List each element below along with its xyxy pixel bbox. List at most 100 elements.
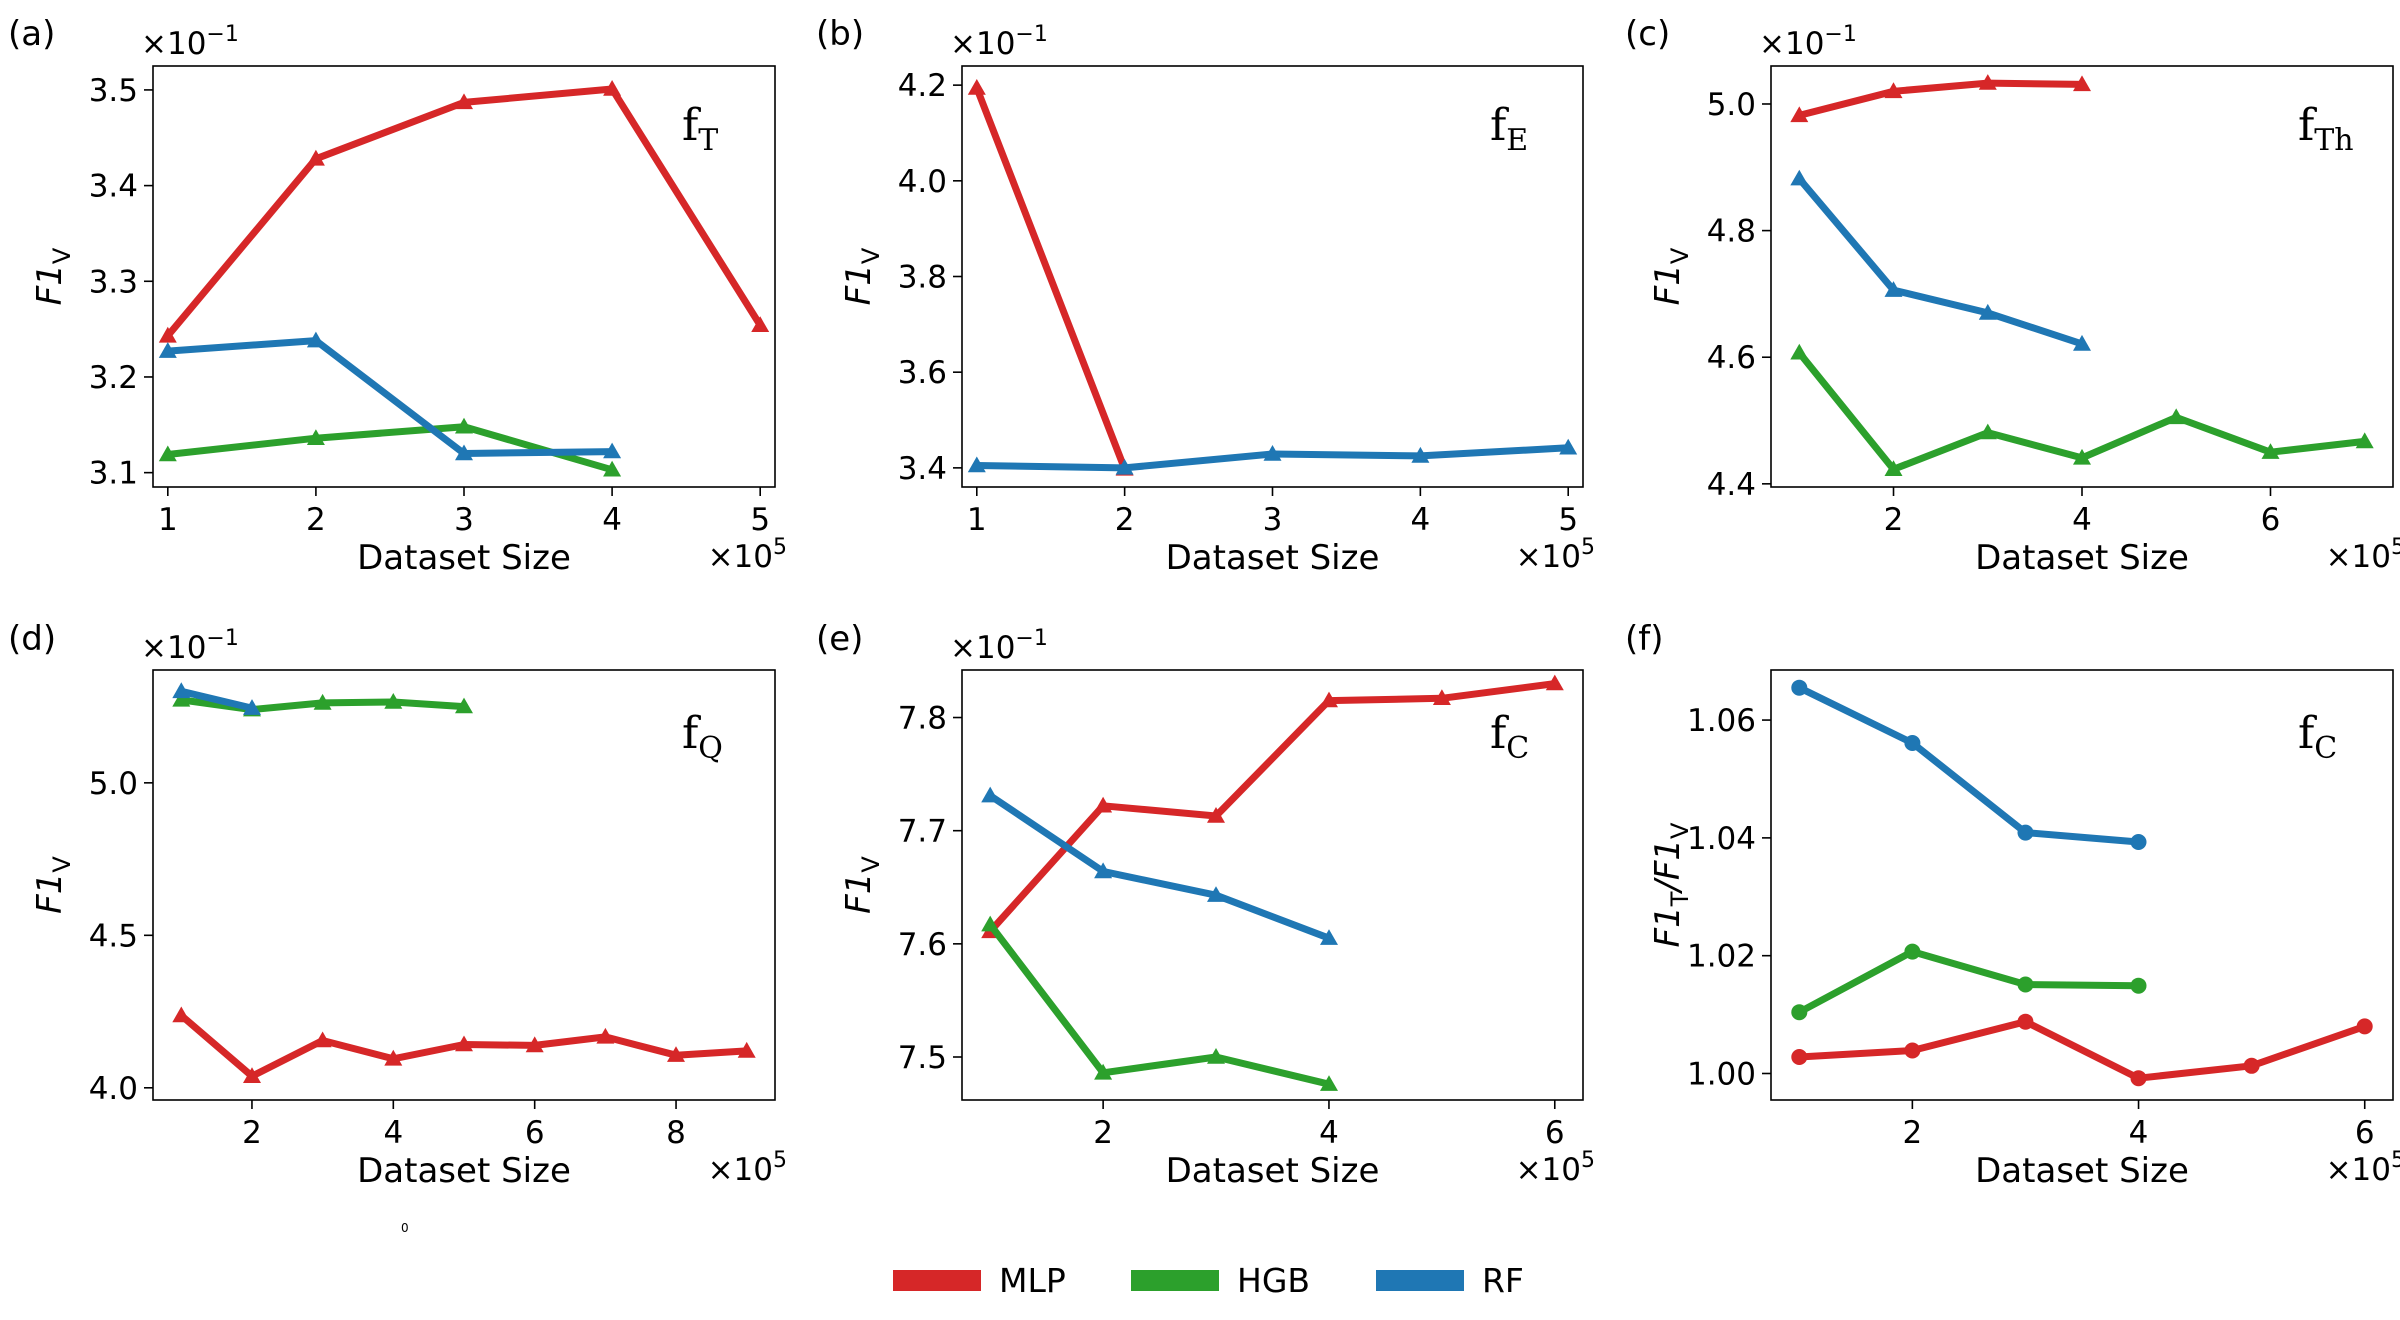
legend-label: RF xyxy=(1482,1261,1524,1300)
x-tick-label: 6 xyxy=(2261,502,2281,538)
legend-swatch xyxy=(1376,1270,1464,1291)
y-tick-label: 1.06 xyxy=(1687,703,1756,739)
data-point-hgb xyxy=(455,417,473,434)
function-annotation: fT xyxy=(682,100,718,158)
legend-item-rf: RF xyxy=(1376,1261,1524,1300)
data-point-mlp xyxy=(603,80,622,96)
data-point-mlp xyxy=(1545,674,1564,691)
data-point-rf xyxy=(1094,862,1113,879)
data-point-hgb xyxy=(2130,977,2147,994)
data-point-rf xyxy=(1207,886,1225,902)
data-point-hgb xyxy=(2355,432,2374,449)
x-multiplier: ×105 xyxy=(1516,1148,1595,1188)
series-line-rf xyxy=(1795,684,2142,846)
data-point-mlp xyxy=(2073,75,2091,92)
data-point-mlp xyxy=(751,316,770,332)
function-annotation: fTh xyxy=(2298,100,2354,158)
data-point-mlp xyxy=(525,1036,544,1053)
x-tick-label: 3 xyxy=(1263,502,1283,538)
x-tick-label: 2 xyxy=(1902,1115,1922,1151)
panel-label: (c) xyxy=(1625,14,1670,54)
legend-item-mlp: MLP xyxy=(893,1261,1066,1300)
data-point-rf xyxy=(981,786,1000,803)
data-point-rf xyxy=(1884,281,1903,297)
y-tick-label: 1.00 xyxy=(1687,1056,1756,1092)
x-tick-label: 2 xyxy=(1115,502,1135,538)
series-line-hgb xyxy=(164,423,616,474)
series-line-rf xyxy=(177,687,256,712)
x-axis-label: Dataset Size xyxy=(1975,538,2189,578)
x-tick-label: 2 xyxy=(1884,502,1904,538)
data-point-mlp xyxy=(1884,82,1903,99)
data-point-mlp xyxy=(2130,1070,2147,1087)
y-tick-label: 7.6 xyxy=(898,927,947,963)
panel-f: (f) 2 4 6 1.00 1.02 1.04 1.06 Dataset Size ×105 F1… xyxy=(1625,619,2400,1191)
y-tick-label: 7.8 xyxy=(898,701,947,737)
data-point-hgb xyxy=(1978,423,1997,440)
y-axis-label: F1V xyxy=(30,247,76,305)
x-tick-label: 6 xyxy=(2355,1115,2375,1151)
x-multiplier: ×105 xyxy=(1516,535,1595,575)
data-point-mlp xyxy=(1432,689,1451,705)
panel-label: (b) xyxy=(816,14,864,54)
y-multiplier: ×10−1 xyxy=(141,22,239,62)
panel-label: (d) xyxy=(8,619,56,659)
x-multiplier: ×105 xyxy=(2326,1148,2400,1188)
data-point-hgb xyxy=(384,693,403,709)
y-tick-label: 4.0 xyxy=(89,1071,138,1107)
y-tick-label: 7.7 xyxy=(898,814,947,850)
x-axis-label: Dataset Size xyxy=(357,1151,571,1191)
y-axis-label: F1V xyxy=(839,856,885,914)
data-point-hgb xyxy=(603,460,622,477)
axes-frame xyxy=(152,669,776,1101)
panel-a: (a) 1 2 3 4 5 3.1 3.2 3.3 3.4 3.5 Dataset Size ×105 ×… xyxy=(8,14,787,578)
data-point-mlp xyxy=(2356,1018,2373,1035)
data-point-rf xyxy=(306,331,325,348)
series-line-rf xyxy=(986,792,1333,942)
data-point-mlp xyxy=(1904,1042,1921,1059)
x-tick-label: 4 xyxy=(383,1115,403,1151)
panel-c: (c) 2 4 6 4.4 4.6 4.8 5.0 Dataset Size ×105 ×10−1 F… xyxy=(1625,14,2400,578)
x-tick-label: 4 xyxy=(2129,1115,2149,1151)
x-tick-label: 6 xyxy=(1545,1115,1565,1151)
x-tick-label: 3 xyxy=(454,502,474,538)
panel-label: (a) xyxy=(8,14,55,54)
data-point-hgb xyxy=(2073,448,2091,465)
x-multiplier: ×105 xyxy=(2326,535,2400,575)
x-axis-label: Dataset Size xyxy=(1166,538,1380,578)
data-point-mlp xyxy=(384,1049,403,1066)
data-point-hgb xyxy=(981,915,1000,932)
data-point-hgb xyxy=(2167,408,2186,425)
y-multiplier: ×10−1 xyxy=(950,626,1048,666)
data-point-rf xyxy=(243,699,261,715)
data-point-mlp xyxy=(596,1027,615,1044)
series-line-mlp xyxy=(1795,1018,2369,1082)
data-point-hgb xyxy=(2261,443,2280,459)
data-point-mlp xyxy=(1790,106,1809,123)
y-tick-label: 4.6 xyxy=(1707,340,1756,376)
legend-label: HGB xyxy=(1237,1261,1310,1300)
data-point-hgb xyxy=(313,693,332,710)
y-tick-label: 4.5 xyxy=(89,918,138,954)
function-annotation: fC xyxy=(1490,708,1529,766)
y-axis-label: F1V xyxy=(1648,247,1694,305)
y-tick-label: 5.0 xyxy=(89,766,138,802)
legend: MLP HGB RF xyxy=(893,1261,1524,1300)
x-tick-label: 4 xyxy=(2072,502,2092,538)
y-tick-label: 3.8 xyxy=(898,260,947,296)
y-tick-label: 3.4 xyxy=(898,451,947,487)
data-point-mlp xyxy=(1094,796,1113,813)
data-point-rf xyxy=(1115,458,1134,475)
data-point-rf xyxy=(455,444,473,461)
y-axis-label: F1V xyxy=(30,856,76,914)
x-multiplier: ×105 xyxy=(708,1148,787,1188)
x-tick-label: 4 xyxy=(1410,502,1430,538)
y-tick-label: 1.04 xyxy=(1687,821,1756,857)
legend-swatch xyxy=(1131,1270,1219,1291)
data-point-mlp xyxy=(306,149,325,166)
series-line-mlp xyxy=(1795,79,2086,119)
data-point-hgb xyxy=(1207,1048,1225,1064)
data-point-mlp xyxy=(2243,1057,2260,1074)
data-point-rf xyxy=(1904,735,1921,751)
